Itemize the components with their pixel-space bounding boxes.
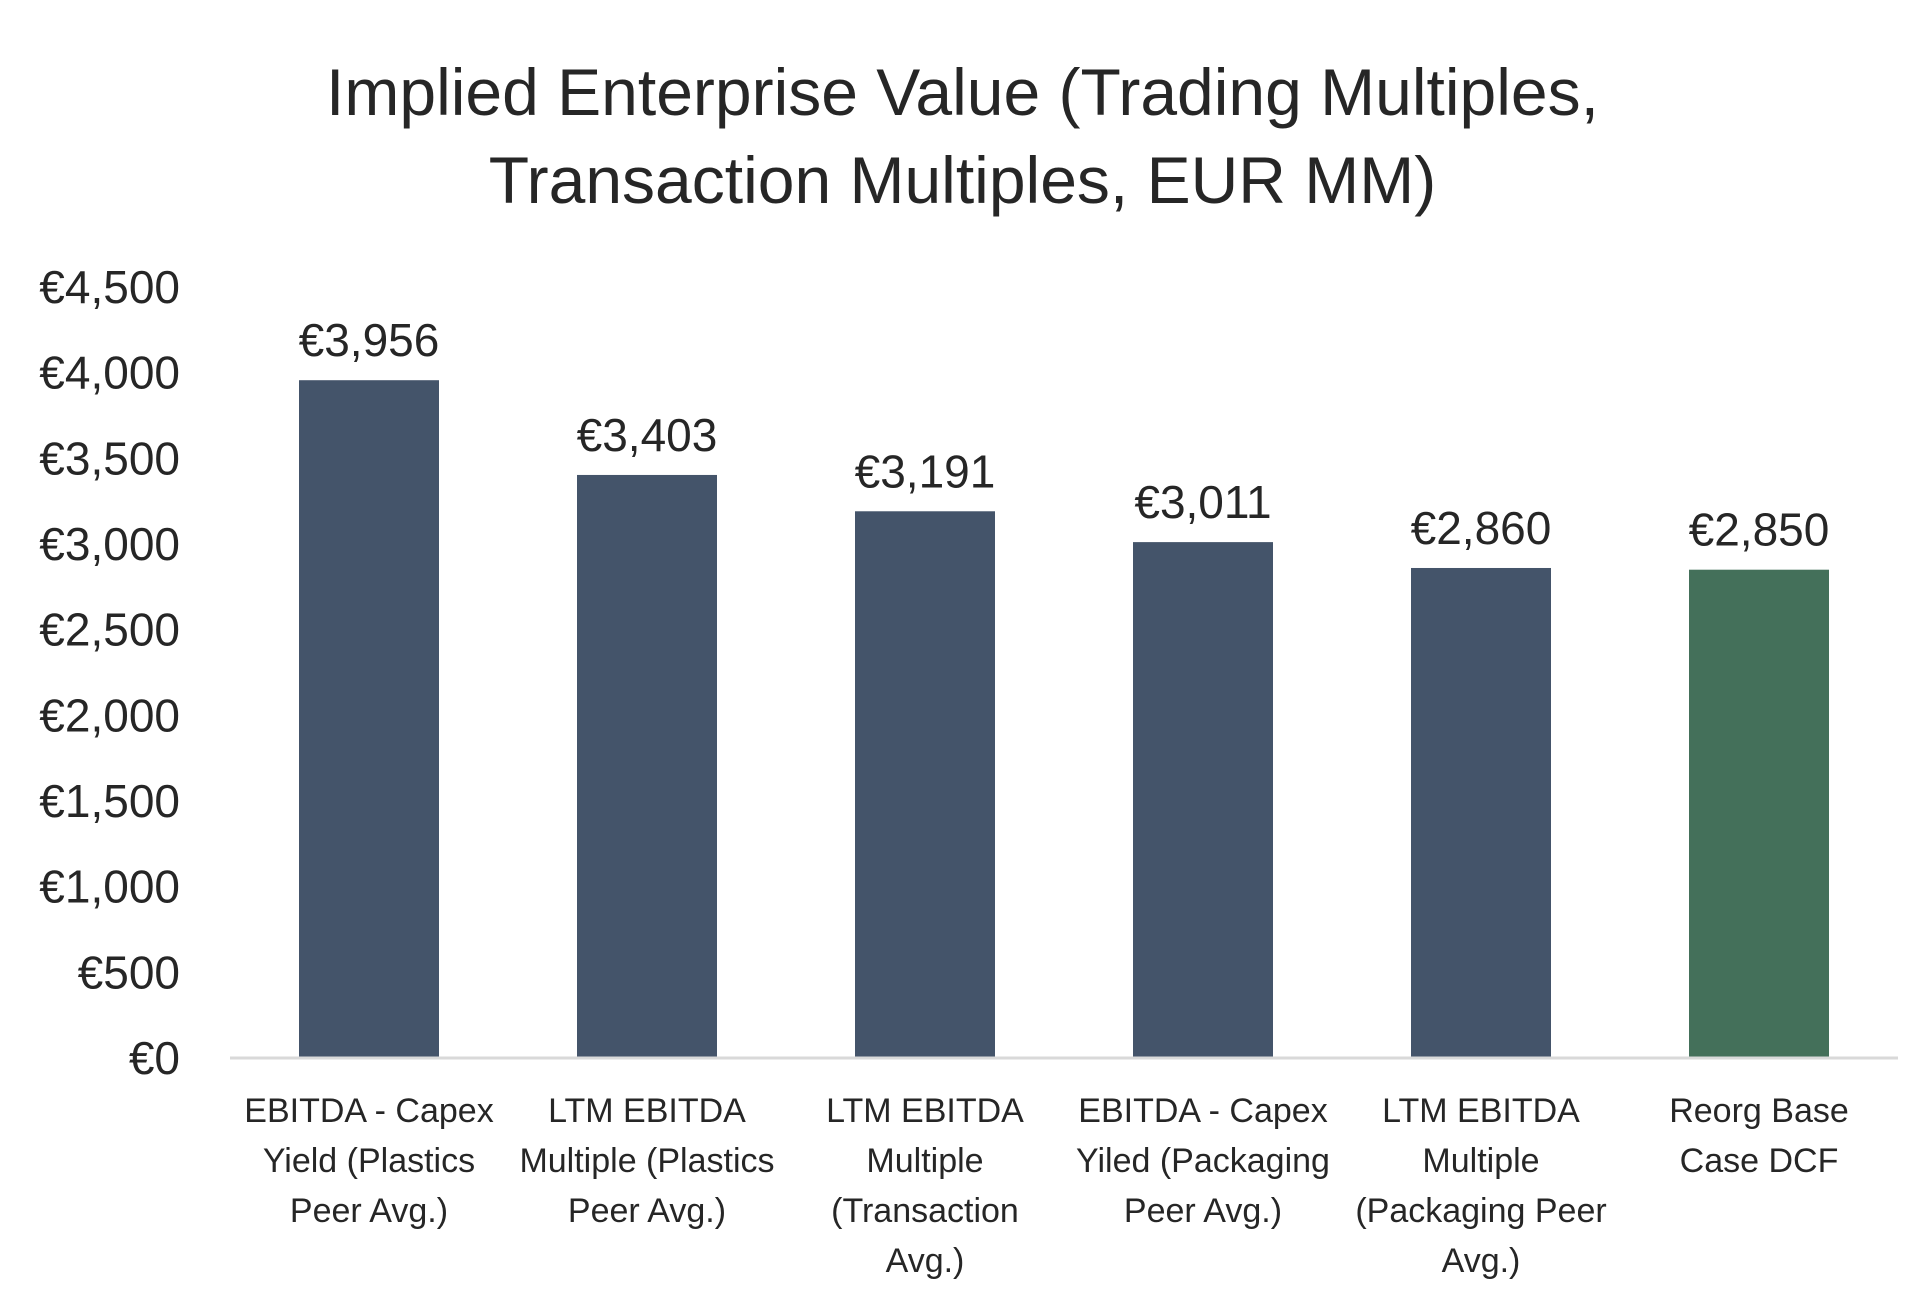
- y-axis: €0 €500 €1,000 €1,500 €2,000 €2,500 €3,000 €3,5…: [39, 261, 180, 1084]
- data-label: €3,956: [299, 314, 440, 366]
- y-tick-label: €0: [129, 1032, 180, 1084]
- y-tick-label: €3,500: [39, 432, 180, 484]
- data-label: €3,403: [577, 409, 718, 461]
- y-tick-label: €1,000: [39, 861, 180, 913]
- x-tick-label: LTM EBITDA Multiple (Plastics Peer Avg.): [519, 1092, 774, 1230]
- bar: [1411, 567, 1551, 1058]
- y-tick-label: €500: [78, 946, 180, 998]
- bars: [299, 380, 1829, 1059]
- data-label: €3,191: [855, 445, 996, 497]
- x-tick-label: LTM EBITDA Multiple (Transaction Avg.): [826, 1092, 1024, 1280]
- data-labels: €3,956 €3,403 €3,191 €3,011 €2,860 €2,850: [299, 314, 1830, 555]
- chart-title-line-1: Implied Enterprise Value (Trading Multip…: [326, 55, 1599, 129]
- chart-title: Implied Enterprise Value (Trading Multip…: [0, 48, 1925, 224]
- x-tick-label: Reorg Base Case DCF: [1669, 1092, 1849, 1180]
- y-tick-label: €1,500: [39, 775, 180, 827]
- x-axis: EBITDA - Capex Yield (Plastics Peer Avg.)L…: [230, 1056, 1898, 1280]
- data-label: €3,011: [1134, 476, 1271, 528]
- bar: [299, 380, 439, 1058]
- y-tick-label: €2,500: [39, 604, 180, 656]
- data-label: €2,860: [1411, 502, 1552, 554]
- y-tick-label: €4,000: [39, 347, 180, 399]
- y-tick-label: €2,000: [39, 689, 180, 741]
- data-label: €2,850: [1689, 504, 1830, 556]
- chart-title-line-2: Transaction Multiples, EUR MM): [488, 143, 1437, 217]
- bar: [1689, 569, 1829, 1058]
- x-tick-label: EBITDA - Capex Yiled (Packaging Peer Avg.): [1076, 1092, 1330, 1230]
- bar: [1133, 542, 1273, 1058]
- y-tick-label: €3,000: [39, 518, 180, 570]
- bar: [577, 474, 717, 1059]
- bar: [855, 511, 995, 1058]
- x-tick-label: LTM EBITDA Multiple (Packaging Peer Avg.): [1355, 1092, 1606, 1280]
- y-tick-label: €4,500: [39, 261, 180, 313]
- x-tick-label: EBITDA - Capex Yield (Plastics Peer Avg.): [244, 1092, 493, 1230]
